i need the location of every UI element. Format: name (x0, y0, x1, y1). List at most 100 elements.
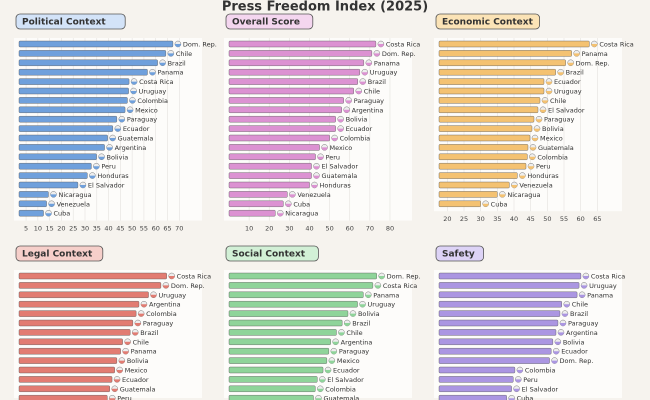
bar (18, 385, 110, 392)
flag-icon (167, 53, 174, 57)
category-label: El Salvador (88, 182, 125, 190)
bar (228, 87, 354, 95)
bar (228, 348, 330, 355)
flag-icon (540, 109, 546, 113)
flag-icon (528, 166, 534, 170)
category-label: Colombia (137, 97, 168, 105)
bar (438, 282, 580, 289)
bar (228, 282, 374, 289)
panel-title: Safety (442, 250, 475, 260)
bar (228, 181, 310, 189)
flag-icon (582, 276, 589, 279)
category-label: Brazil (168, 59, 186, 67)
bar (438, 348, 552, 355)
bar (18, 106, 126, 114)
flag-icon (132, 332, 139, 336)
category-label: Paraguay (143, 320, 173, 328)
flag-icon (519, 175, 526, 179)
category-label: El Salvador (327, 376, 364, 384)
bar (438, 181, 510, 189)
bar (228, 144, 320, 151)
flag-icon (285, 203, 292, 207)
bar (438, 144, 529, 151)
bar (18, 97, 128, 104)
category-label: Uruguay (139, 88, 167, 96)
bar (228, 59, 365, 66)
category-label: Guatemala (323, 395, 359, 400)
bar (438, 338, 554, 345)
bar (438, 50, 572, 57)
bar (18, 272, 167, 280)
x-tick-label: 10 (245, 225, 253, 233)
flag-icon (554, 341, 561, 345)
bar (438, 385, 512, 392)
bar (438, 329, 557, 336)
bar (18, 40, 174, 48)
flag-icon (557, 332, 564, 336)
flag-icon (530, 147, 536, 151)
flag-icon (149, 72, 156, 76)
category-label: Uruguay (554, 88, 582, 96)
category-label: Dom. Rep. (382, 50, 416, 58)
bar (228, 40, 377, 48)
bar (18, 357, 118, 364)
panel-tag (225, 245, 319, 262)
category-label: Chile (176, 50, 192, 58)
flag-icon (150, 294, 157, 298)
x-tick-label: 65 (593, 215, 601, 223)
bar (228, 68, 360, 76)
category-label: Dom. Rep. (171, 282, 205, 290)
bar (438, 125, 533, 132)
flag-icon (114, 379, 121, 383)
x-tick-label: 50 (325, 225, 333, 233)
flag-icon (116, 370, 123, 373)
x-tick-label: 50 (128, 225, 136, 233)
category-label: Colombia (146, 310, 177, 318)
x-tick-label: 10 (34, 225, 42, 233)
bar (438, 40, 590, 48)
flag-icon (325, 370, 332, 373)
category-label: Honduras (527, 172, 559, 180)
category-label: Peru (326, 153, 340, 161)
flag-icon (106, 147, 113, 151)
bar (438, 87, 545, 95)
category-label: Peru (101, 163, 115, 171)
category-label: Guatemala (120, 385, 156, 393)
panel-tag (435, 13, 540, 30)
category-label: Chile (346, 329, 362, 337)
page-title: Press Freedom Index (2025) (222, 0, 428, 15)
category-label: Ecuador (123, 125, 150, 133)
flag-icon (331, 138, 338, 141)
bar (438, 357, 550, 364)
flag-icon (365, 62, 372, 66)
flag-icon (344, 323, 351, 326)
category-label: Costa Rica (591, 273, 625, 281)
category-label: Paraguay (544, 116, 574, 124)
bar (228, 97, 344, 104)
category-label: Panama (373, 291, 399, 299)
category-label: Costa Rica (139, 78, 173, 86)
category-label: Panama (131, 348, 157, 356)
category-label: Mexico (540, 135, 563, 143)
flag-icon (337, 128, 344, 132)
bar (18, 200, 47, 208)
category-label: Uruguay (589, 282, 617, 290)
bar (438, 200, 481, 208)
flag-icon (373, 53, 380, 57)
flag-icon (118, 119, 125, 123)
bar (438, 301, 562, 308)
category-label: Costa Rica (386, 41, 420, 49)
panel-title: Economic Context (442, 18, 534, 28)
x-tick-label: 80 (386, 225, 394, 233)
x-tick-label: 70 (366, 225, 374, 233)
flag-icon (140, 304, 147, 308)
flag-icon (277, 213, 284, 217)
category-label: El Salvador (522, 385, 559, 393)
x-tick-label: 40 (104, 225, 112, 233)
x-tick-label: 20 (443, 215, 451, 223)
bar (228, 78, 358, 85)
flag-icon (546, 81, 552, 85)
flag-icon (557, 72, 564, 76)
category-label: Bolivia (127, 357, 149, 365)
